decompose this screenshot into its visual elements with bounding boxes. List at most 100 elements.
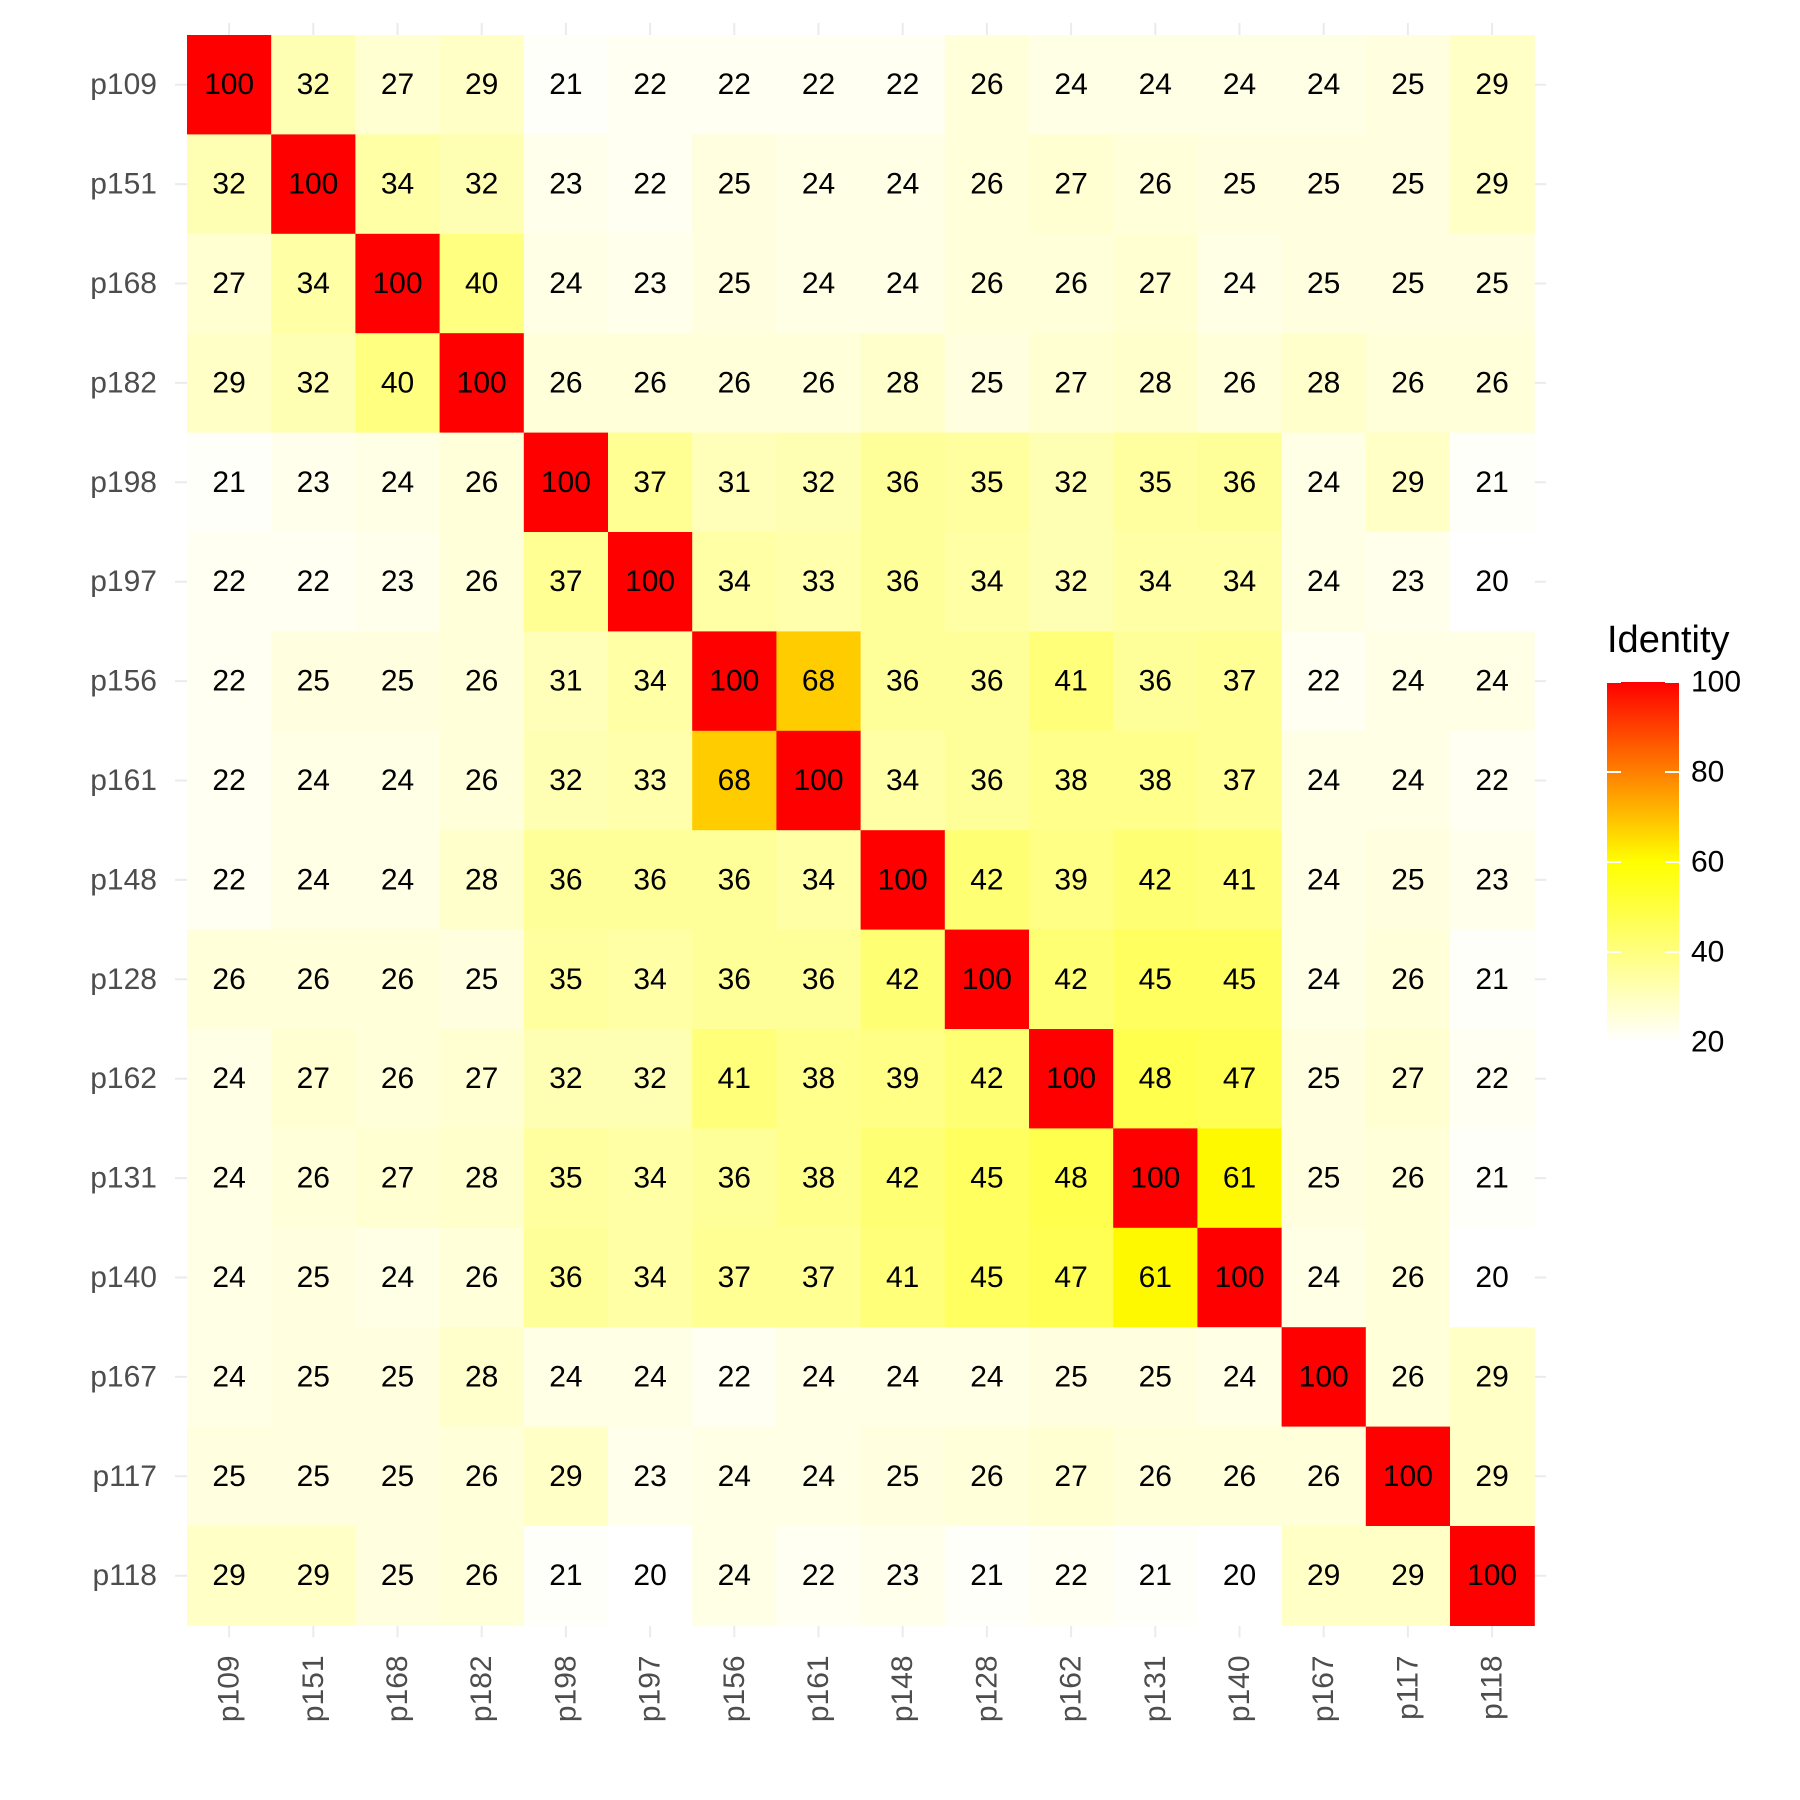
- heatmap-cell-p161-p167: [1281, 730, 1367, 831]
- cell-value-label: 25: [718, 168, 751, 201]
- heatmap-cell-p161-p118: [1450, 730, 1535, 831]
- cell-value-label: 24: [212, 1360, 245, 1393]
- x-tick-label: p168: [381, 1655, 414, 1722]
- heatmap-cell-p117-p148: [860, 1426, 946, 1527]
- x-tick-label: p156: [718, 1655, 751, 1722]
- heatmap-cell-p151-p140: [1197, 134, 1283, 235]
- heatmap-cell-p162-p117: [1365, 1029, 1451, 1129]
- heatmap-cell-p118-p167: [1281, 1526, 1367, 1626]
- cell-value-label: 61: [1223, 1162, 1256, 1195]
- cell-value-label: 26: [1223, 366, 1256, 399]
- cell-value-label: 22: [212, 863, 245, 896]
- heatmap-cell-p151-p131: [1113, 134, 1198, 235]
- cell-value-label: 38: [1139, 764, 1172, 797]
- heatmap-cell-p109-p162: [1029, 35, 1114, 135]
- cell-value-label: 35: [549, 963, 582, 996]
- cell-value-label: 36: [718, 1162, 751, 1195]
- y-axis-tick-labels: p109 p151 p168 p182 p198 p197 p156 p161 p148 p128…: [90, 68, 157, 1592]
- heatmap-cell-p131-p151: [271, 1128, 356, 1229]
- x-tick-label: p140: [1223, 1655, 1256, 1722]
- heatmap-cell-p162-p118: [1450, 1029, 1535, 1129]
- cell-value-label: 26: [381, 1062, 414, 1095]
- cell-value-label: 25: [297, 1460, 330, 1493]
- heatmap-cell-p128-p168: [355, 929, 441, 1030]
- cell-value-label: 36: [970, 665, 1003, 698]
- cell-value-label: 20: [633, 1559, 666, 1592]
- cell-value-label: 26: [1139, 1460, 1172, 1493]
- cell-value-label: 24: [1223, 1360, 1256, 1393]
- heatmap-cell-p118-p161: [776, 1526, 862, 1626]
- heatmap-cell-p182-p151: [271, 333, 356, 434]
- heatmap-cell-p128-p198: [523, 929, 609, 1030]
- heatmap-cell-p140-p197: [608, 1227, 693, 1328]
- heatmap-cell-p128-p128: [944, 929, 1030, 1030]
- heatmap-cell-p128-p162: [1029, 929, 1114, 1030]
- heatmap-cell-p151-p118: [1450, 134, 1535, 235]
- heatmap-cell-p131-p140: [1197, 1128, 1283, 1229]
- heatmap-cell-p109-p151: [271, 35, 356, 135]
- heatmap-cell-p118-p128: [944, 1526, 1030, 1626]
- cell-value-label: 100: [204, 68, 254, 101]
- cell-value-label: 26: [1223, 1460, 1256, 1493]
- cell-value-label: 21: [212, 466, 245, 499]
- cell-value-label: 47: [1223, 1062, 1256, 1095]
- heatmap-cell-p109-p182: [439, 35, 525, 135]
- heatmap-cell-p168-p182: [439, 233, 525, 334]
- cell-value-label: 36: [718, 863, 751, 896]
- heatmap-cell-p140-p117: [1365, 1227, 1451, 1328]
- cell-value-label: 37: [802, 1261, 835, 1294]
- cell-value-label: 27: [212, 267, 245, 300]
- heatmap-cell-p117-p118: [1450, 1426, 1535, 1527]
- cell-value-label: 22: [886, 68, 919, 101]
- cell-value-label: 27: [1054, 168, 1087, 201]
- heatmap-cell-p117-p156: [692, 1426, 777, 1527]
- cell-value-label: 26: [718, 366, 751, 399]
- cell-value-label: 68: [802, 665, 835, 698]
- cell-value-label: 25: [1391, 267, 1424, 300]
- cell-value-label: 23: [297, 466, 330, 499]
- heatmap-cell-p161-p182: [439, 730, 525, 831]
- cell-value-label: 37: [718, 1261, 751, 1294]
- heatmap-cell-p162-p162: [1029, 1029, 1114, 1129]
- heatmap-cell-p109-p161: [776, 35, 862, 135]
- heatmap-cell-p162-p167: [1281, 1029, 1367, 1129]
- cell-value-label: 26: [1139, 168, 1172, 201]
- heatmap-cell-p197-p148: [860, 532, 946, 632]
- y-tick-label: p168: [90, 267, 157, 300]
- heatmap-cell-p109-p128: [944, 35, 1030, 135]
- heatmap-cell-p197-p162: [1029, 532, 1114, 632]
- cell-value-label: 26: [297, 963, 330, 996]
- cell-value-label: 26: [970, 267, 1003, 300]
- heatmap-cell-p168-p128: [944, 233, 1030, 334]
- heatmap-cell-p182-p182: [439, 333, 525, 434]
- heatmap-cell-p118-p131: [1113, 1526, 1198, 1626]
- cell-value-label: 100: [541, 466, 591, 499]
- y-tick-label: p140: [90, 1261, 157, 1294]
- cell-value-label: 29: [1391, 1559, 1424, 1592]
- cell-value-label: 25: [1307, 1162, 1340, 1195]
- heatmap-cell-p162-p128: [944, 1029, 1030, 1129]
- cell-value-label: 26: [465, 565, 498, 598]
- heatmap-cell-p128-p197: [608, 929, 693, 1030]
- cell-value-label: 34: [802, 863, 835, 896]
- heatmap-cell-p168-p162: [1029, 233, 1114, 334]
- heatmap-cell-p109-p167: [1281, 35, 1367, 135]
- heatmap-cell-p151-p156: [692, 134, 777, 235]
- heatmap-cell-p198-p168: [355, 432, 441, 533]
- heatmap-cell-p197-p151: [271, 532, 356, 632]
- cell-value-label: 29: [1307, 1559, 1340, 1592]
- cell-value-label: 22: [1475, 764, 1508, 797]
- heatmap-cell-p148-p128: [944, 830, 1030, 931]
- cell-value-label: 25: [1391, 863, 1424, 896]
- cell-value-label: 24: [718, 1559, 751, 1592]
- heatmap-cell-p128-p131: [1113, 929, 1198, 1030]
- heatmap-cell-p161-p198: [523, 730, 609, 831]
- heatmap-cell-p167-p197: [608, 1327, 693, 1428]
- cell-value-label: 100: [1383, 1460, 1433, 1493]
- heatmap-cell-p128-p182: [439, 929, 525, 1030]
- heatmap-cell-p182-p109: [187, 333, 272, 434]
- legend-tick-label: 60: [1691, 846, 1724, 879]
- heatmap-cell-p109-p109: [187, 35, 272, 135]
- cell-value-label: 36: [1139, 665, 1172, 698]
- cell-value-label: 34: [970, 565, 1003, 598]
